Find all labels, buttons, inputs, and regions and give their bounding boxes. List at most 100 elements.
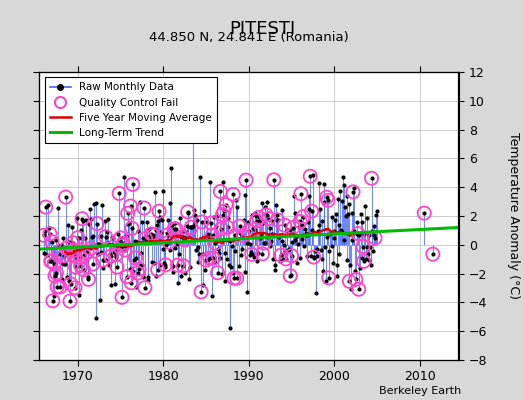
Point: [53, 284, 61, 290]
Point: [173, 262, 182, 268]
Point: [135, 266, 143, 272]
Point: [149, 232, 158, 238]
Point: [213, 270, 222, 276]
Point: [211, 240, 220, 246]
Point: [247, 251, 256, 258]
Point: [219, 211, 227, 218]
Point: [207, 220, 215, 226]
Point: [49, 298, 57, 304]
Point: [70, 252, 79, 259]
Point: [324, 275, 333, 281]
Point: [73, 234, 82, 241]
Point: [202, 257, 210, 263]
Point: [69, 240, 77, 246]
Point: [296, 218, 304, 225]
Point: [76, 254, 84, 261]
Point: [217, 226, 225, 232]
Point: [155, 208, 163, 214]
Point: [134, 270, 142, 276]
Point: [359, 258, 368, 264]
Point: [126, 203, 135, 209]
Point: [286, 273, 294, 279]
Point: [115, 190, 123, 196]
Text: Berkeley Earth: Berkeley Earth: [379, 386, 461, 396]
Point: [352, 276, 360, 283]
Point: [132, 255, 140, 261]
Point: [128, 181, 137, 188]
Point: [48, 239, 56, 245]
Y-axis label: Temperature Anomaly (°C): Temperature Anomaly (°C): [507, 132, 520, 300]
Point: [127, 280, 136, 286]
Point: [209, 232, 217, 238]
Point: [141, 235, 150, 242]
Point: [77, 262, 85, 269]
Point: [80, 252, 89, 258]
Point: [93, 220, 101, 227]
Point: [371, 235, 379, 241]
Point: [123, 273, 131, 280]
Point: [178, 234, 186, 240]
Point: [124, 210, 132, 216]
Point: [288, 252, 296, 259]
Point: [112, 251, 121, 258]
Point: [223, 224, 232, 230]
Point: [216, 188, 225, 195]
Point: [51, 273, 59, 279]
Point: [119, 240, 128, 246]
Point: [183, 209, 192, 215]
Point: [205, 255, 214, 261]
Point: [128, 225, 136, 232]
Point: [273, 216, 281, 223]
Point: [179, 263, 188, 269]
Point: [118, 294, 126, 300]
Point: [106, 253, 115, 259]
Point: [161, 262, 170, 268]
Point: [235, 223, 244, 229]
Point: [56, 284, 64, 290]
Point: [163, 232, 172, 238]
Point: [277, 252, 285, 258]
Point: [172, 226, 180, 232]
Point: [308, 208, 316, 214]
Point: [322, 194, 331, 200]
Point: [253, 218, 261, 224]
Text: PITESTI: PITESTI: [229, 20, 295, 38]
Point: [50, 260, 59, 267]
Point: [62, 245, 71, 251]
Point: [47, 258, 56, 264]
Point: [66, 298, 74, 304]
Point: [229, 191, 237, 198]
Point: [113, 264, 121, 270]
Point: [83, 248, 91, 255]
Point: [165, 239, 173, 245]
Point: [84, 276, 93, 282]
Point: [79, 267, 88, 273]
Point: [198, 219, 206, 225]
Point: [89, 261, 97, 267]
Point: [355, 286, 363, 292]
Point: [245, 228, 253, 234]
Point: [46, 230, 54, 237]
Point: [187, 224, 195, 230]
Point: [86, 245, 95, 252]
Point: [306, 173, 314, 180]
Point: [299, 214, 307, 220]
Title: 44.850 N, 24.841 E (Romania): 44.850 N, 24.841 E (Romania): [149, 32, 349, 44]
Point: [220, 208, 228, 214]
Point: [39, 232, 48, 238]
Point: [61, 194, 70, 200]
Point: [345, 278, 354, 284]
Point: [367, 175, 376, 182]
Point: [429, 251, 437, 257]
Point: [289, 224, 297, 231]
Point: [118, 242, 127, 249]
Point: [99, 257, 107, 263]
Point: [242, 177, 250, 183]
Point: [181, 237, 189, 243]
Point: [71, 284, 79, 291]
Point: [297, 190, 305, 197]
Point: [231, 232, 239, 239]
Point: [147, 231, 156, 237]
Point: [310, 254, 318, 260]
Point: [140, 205, 148, 211]
